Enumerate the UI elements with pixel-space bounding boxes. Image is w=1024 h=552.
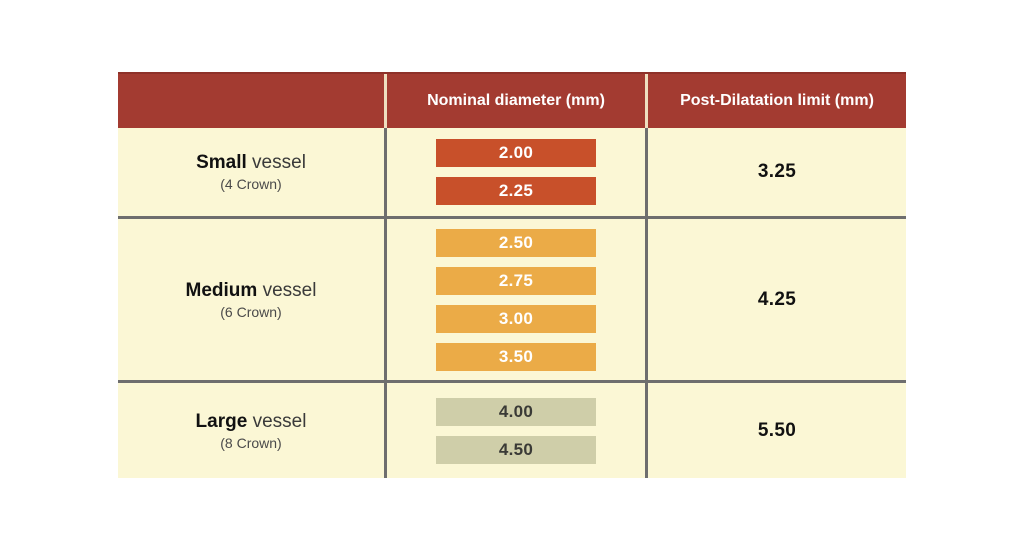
limit-value: 3.25 — [757, 161, 797, 182]
header-post-dilatation-limit: Post-Dilatation limit (mm) — [645, 74, 906, 128]
nominal-diameter-cell: 2.00 2.25 — [384, 128, 645, 216]
diameter-badge: 4.50 — [436, 435, 596, 464]
vessel-name: Large vessel — [195, 410, 307, 432]
vessel-label-cell: Medium vessel (6 Crown) — [118, 219, 384, 380]
header-vessel-cell — [118, 74, 384, 128]
diameter-badge: 2.75 — [436, 266, 596, 295]
vessel-name: Medium vessel — [185, 279, 317, 301]
post-dilatation-limit-cell: 3.25 — [645, 128, 906, 216]
diameter-badge: 3.00 — [436, 304, 596, 333]
diameter-badge: 2.25 — [436, 177, 596, 205]
limit-value: 4.25 — [757, 288, 797, 310]
crown-label: (6 Crown) — [220, 303, 282, 320]
diameter-badge: 2.50 — [436, 228, 596, 257]
post-dilatation-limit-cell: 5.50 — [645, 383, 906, 478]
vessel-size-table: Nominal diameter (mm) Post-Dilatation li… — [118, 72, 906, 478]
vessel-name: Small vessel — [196, 152, 306, 173]
post-dilatation-limit-cell: 4.25 — [645, 219, 906, 380]
limit-value: 5.50 — [757, 419, 797, 441]
table-row: Small vessel (4 Crown) 2.00 2.25 3.25 — [118, 128, 906, 216]
nominal-diameter-cell: 4.00 4.50 — [384, 383, 645, 478]
nominal-diameter-cell: 2.50 2.75 3.00 3.50 — [384, 219, 645, 380]
crown-label: (4 Crown) — [220, 176, 282, 192]
diameter-badge: 2.00 — [436, 139, 596, 167]
crown-label: (8 Crown) — [220, 434, 282, 451]
vessel-label-cell: Small vessel (4 Crown) — [118, 128, 384, 216]
table-row: Medium vessel (6 Crown) 2.50 2.75 3.00 3.50 4.… — [118, 216, 906, 380]
header-nominal-diameter: Nominal diameter (mm) — [384, 74, 645, 128]
table-row: Large vessel (8 Crown) 4.00 4.50 5.50 — [118, 380, 906, 478]
table-header-row: Nominal diameter (mm) Post-Dilatation li… — [118, 72, 906, 128]
diameter-badge: 4.00 — [436, 397, 596, 426]
diameter-badge: 3.50 — [436, 342, 596, 371]
table-body: Small vessel (4 Crown) 2.00 2.25 3.25 Medium … — [118, 128, 906, 478]
vessel-label-cell: Large vessel (8 Crown) — [118, 383, 384, 478]
